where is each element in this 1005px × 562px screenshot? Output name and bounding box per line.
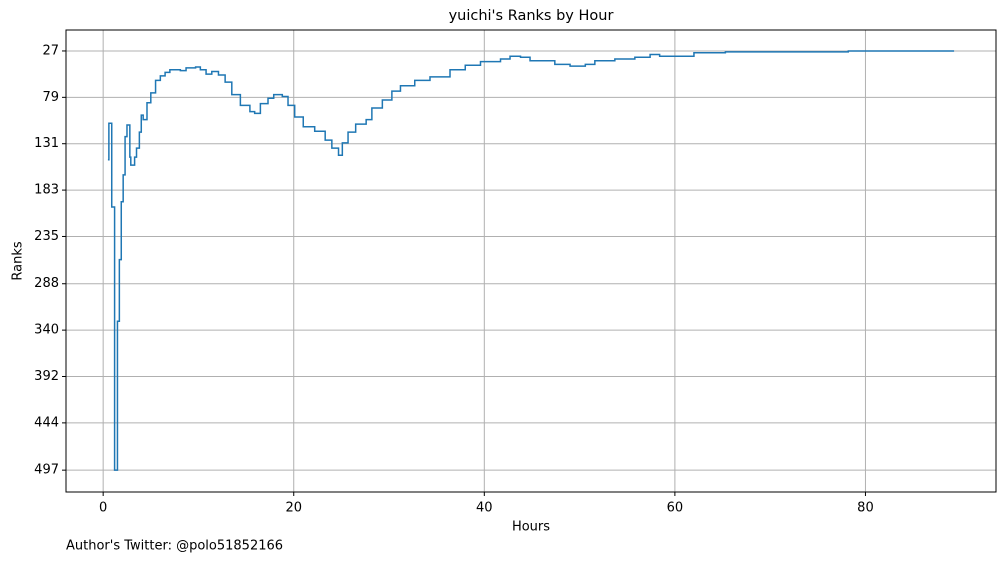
x-tick-label: 20 [285, 501, 302, 516]
y-tick-label: 79 [42, 90, 59, 105]
y-tick-label: 392 [34, 369, 59, 384]
x-tick-label: 80 [857, 501, 874, 516]
y-tick-label: 340 [34, 323, 59, 338]
y-tick-label: 131 [34, 136, 59, 151]
y-axis-label: Ranks [11, 241, 26, 280]
y-tick-label: 444 [34, 415, 59, 430]
chart-title: yuichi's Ranks by Hour [449, 8, 614, 24]
y-tick-label: 183 [34, 183, 59, 198]
footer-note: Author's Twitter: @polo51852166 [66, 539, 283, 554]
rank-line [107, 50, 955, 471]
y-tick-label: 288 [34, 276, 59, 291]
y-tick-label: 235 [34, 229, 59, 244]
y-tick-label: 497 [34, 463, 59, 478]
y-tick-label: 27 [42, 43, 59, 58]
x-tick-label: 0 [99, 501, 107, 516]
x-axis-label: Hours [512, 520, 550, 535]
x-tick-label: 40 [476, 501, 493, 516]
plot-frame [65, 29, 997, 493]
x-tick-label: 60 [667, 501, 684, 516]
